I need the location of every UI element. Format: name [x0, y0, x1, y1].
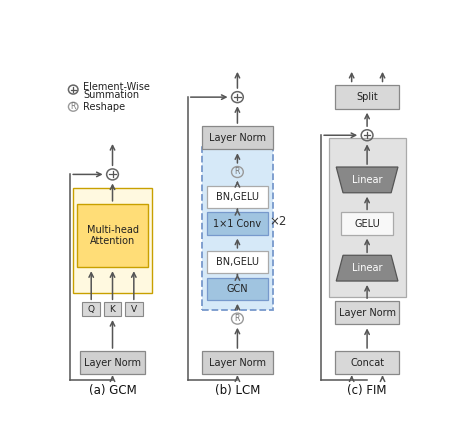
FancyBboxPatch shape: [201, 351, 273, 374]
FancyBboxPatch shape: [335, 351, 399, 374]
Text: Layer Norm: Layer Norm: [338, 308, 396, 318]
Text: (c) FIM: (c) FIM: [347, 384, 387, 397]
Text: Q: Q: [88, 305, 95, 314]
FancyBboxPatch shape: [207, 251, 268, 273]
Text: Reshape: Reshape: [83, 102, 125, 112]
FancyBboxPatch shape: [207, 212, 268, 235]
FancyBboxPatch shape: [125, 302, 143, 316]
Text: ×2: ×2: [269, 215, 286, 228]
Text: 1×1 Conv: 1×1 Conv: [213, 219, 262, 228]
Polygon shape: [336, 255, 398, 281]
FancyBboxPatch shape: [328, 138, 406, 297]
FancyBboxPatch shape: [335, 86, 399, 109]
Text: GELU: GELU: [354, 219, 380, 228]
Text: Element-Wise: Element-Wise: [83, 82, 150, 92]
Text: BN,GELU: BN,GELU: [216, 257, 259, 267]
Text: Multi-head
Attention: Multi-head Attention: [87, 225, 138, 246]
Text: R: R: [235, 168, 240, 177]
Text: (a) GCM: (a) GCM: [89, 384, 137, 397]
Text: Linear: Linear: [352, 175, 383, 185]
FancyBboxPatch shape: [207, 186, 268, 208]
Text: V: V: [131, 305, 137, 314]
FancyBboxPatch shape: [81, 351, 145, 374]
FancyBboxPatch shape: [335, 301, 399, 325]
Polygon shape: [336, 167, 398, 193]
FancyBboxPatch shape: [77, 204, 148, 267]
Text: BN,GELU: BN,GELU: [216, 192, 259, 202]
FancyBboxPatch shape: [201, 146, 273, 310]
Text: (b) LCM: (b) LCM: [215, 384, 260, 397]
Text: Layer Norm: Layer Norm: [84, 358, 141, 368]
FancyBboxPatch shape: [104, 302, 121, 316]
Text: Concat: Concat: [350, 358, 384, 368]
FancyBboxPatch shape: [207, 277, 268, 300]
Text: K: K: [109, 305, 116, 314]
FancyBboxPatch shape: [73, 188, 152, 293]
FancyBboxPatch shape: [201, 126, 273, 149]
Text: GCN: GCN: [227, 284, 248, 294]
Text: Summation: Summation: [83, 91, 139, 100]
FancyBboxPatch shape: [341, 212, 393, 235]
Text: R: R: [71, 102, 76, 111]
Text: Split: Split: [356, 92, 378, 102]
Text: Linear: Linear: [352, 263, 383, 273]
Text: Layer Norm: Layer Norm: [209, 132, 266, 143]
Text: Layer Norm: Layer Norm: [209, 358, 266, 368]
Text: R: R: [235, 314, 240, 323]
FancyBboxPatch shape: [82, 302, 100, 316]
